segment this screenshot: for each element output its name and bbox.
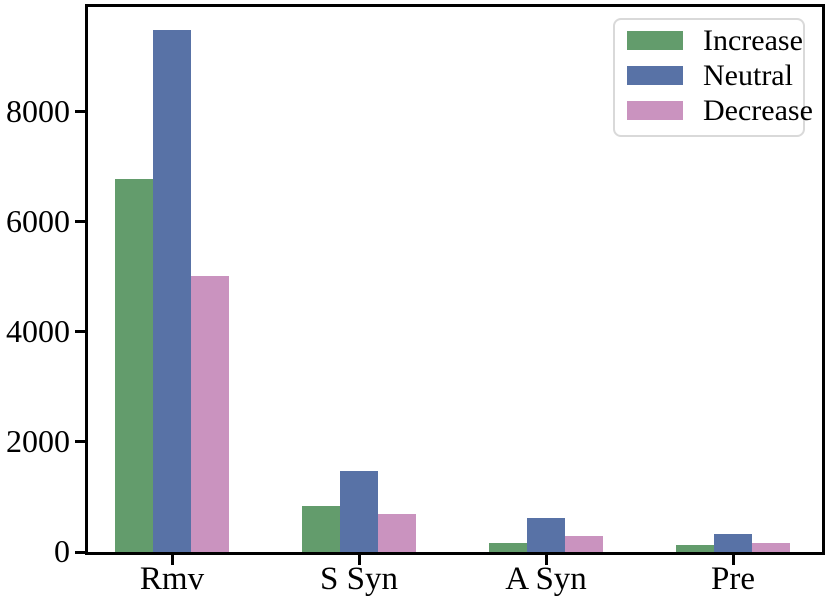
legend-label: Increase [703,23,803,57]
bar-neutral-rmv [153,30,191,552]
x-tick-label-a-syn: A Syn [505,561,587,597]
y-tick-label: 6000 [6,202,70,239]
y-tick-mark [75,550,85,554]
y-tick-mark [75,220,85,224]
bar-neutral-a-syn [527,517,565,552]
y-tick-label: 2000 [6,422,70,459]
x-tick-mark [357,555,361,565]
y-tick-mark [75,110,85,114]
x-tick-label-s-syn: S Syn [320,561,398,597]
x-tick-mark [544,555,548,565]
y-tick-mark [75,440,85,444]
legend-label: Decrease [703,93,813,127]
x-tick-mark [731,555,735,565]
bar-decrease-pre [752,542,790,552]
y-tick-label: 8000 [6,92,70,129]
x-tick-label-rmv: Rmv [139,561,205,597]
legend-swatch-decrease [627,101,683,120]
bar-neutral-pre [714,533,752,552]
legend-item-neutral: Neutral [615,58,803,93]
bar-decrease-a-syn [565,536,603,552]
legend-label: Neutral [703,58,793,92]
y-tick-mark [75,330,85,334]
legend-swatch-increase [627,31,683,50]
y-tick-label: 0 [54,532,70,569]
bar-increase-s-syn [302,505,340,552]
y-tick-label: 4000 [6,312,70,349]
bar-decrease-rmv [191,275,229,552]
legend-swatch-neutral [627,66,683,85]
legend: Increase Neutral Decrease [613,18,813,137]
bar-neutral-s-syn [340,471,378,552]
x-tick-label-pre: Pre [711,561,755,597]
legend-item-increase: Increase [615,23,803,58]
bar-increase-pre [676,545,714,552]
legend-item-decrease: Decrease [615,93,813,128]
bar-increase-rmv [115,179,153,552]
x-tick-mark [170,555,174,565]
bar-increase-a-syn [489,542,527,552]
bar-decrease-s-syn [378,513,416,552]
